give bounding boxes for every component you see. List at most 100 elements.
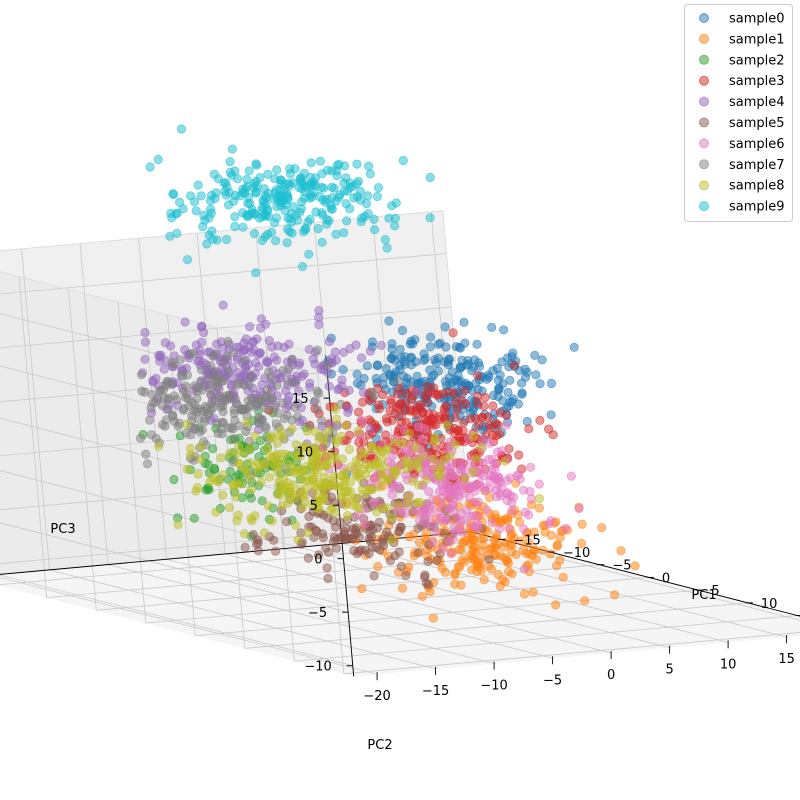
data-point-sample7 [222,394,232,404]
data-point-sample9 [332,160,342,170]
data-point-sample7 [146,403,156,413]
data-point-sample3 [483,412,493,422]
data-point-sample8 [476,442,487,452]
data-point-sample8 [366,442,376,452]
data-point-sample9 [363,161,374,171]
data-point-sample7 [260,392,271,402]
data-point-sample6 [457,460,468,470]
data-point-sample9 [425,172,435,183]
data-point-sample9 [398,155,408,166]
data-point-sample0 [569,342,579,352]
data-point-sample8 [330,404,341,414]
data-point-sample1 [456,580,466,590]
data-point-sample4 [256,314,266,324]
data-point-sample8 [499,456,510,466]
data-point-sample8 [296,485,306,495]
data-point-sample9 [168,189,178,199]
data-point-sample6 [443,491,453,501]
data-point-sample8 [320,472,330,482]
data-point-sample1 [531,554,541,565]
data-point-sample8 [450,440,460,450]
data-point-sample6 [561,523,571,534]
data-point-sample9 [225,157,235,167]
data-point-sample9 [224,187,234,198]
data-point-sample8 [324,425,334,435]
data-point-sample4 [295,358,305,368]
data-point-sample7 [273,408,283,418]
data-point-sample8 [307,459,317,469]
data-point-sample8 [239,529,250,539]
data-point-sample8 [331,437,342,448]
data-point-sample1 [457,555,468,565]
data-point-sample0 [386,353,396,363]
data-point-sample5 [323,547,334,558]
data-point-sample6 [519,524,529,534]
data-point-sample1 [534,503,545,513]
data-point-sample1 [357,584,367,594]
data-point-sample3 [472,391,483,401]
z-tick-label: −10 [304,660,331,675]
data-point-sample7 [210,367,220,377]
data-point-sample9 [249,209,259,219]
data-point-sample1 [577,519,587,529]
data-point-sample8 [246,484,256,495]
data-point-sample9 [363,209,373,219]
data-point-sample8 [354,472,365,483]
data-point-sample7 [170,359,180,369]
data-point-sample8 [342,510,353,521]
data-point-sample9 [191,206,201,216]
data-point-sample6 [444,504,454,514]
data-point-sample3 [466,414,476,424]
data-point-sample6 [360,519,370,529]
data-point-sample8 [398,438,409,448]
data-point-sample7 [192,393,202,403]
data-point-sample7 [310,396,320,406]
data-point-sample0 [362,361,372,371]
data-point-sample9 [251,187,261,197]
data-point-sample4 [314,305,324,316]
data-point-sample7 [141,449,151,459]
data-point-sample9 [357,213,367,223]
data-point-sample6 [446,549,456,559]
data-point-sample0 [425,342,435,352]
data-point-sample8 [276,449,287,459]
data-point-sample7 [312,345,322,355]
data-point-sample6 [519,564,530,574]
data-point-sample9 [244,166,254,176]
data-point-sample6 [482,505,492,515]
data-point-sample0 [546,378,557,389]
data-point-sample3 [423,388,433,399]
data-point-sample3 [415,400,425,410]
data-point-sample6 [485,476,495,486]
data-point-sample6 [491,485,501,495]
data-point-sample7 [206,360,216,371]
data-point-sample9 [208,234,218,244]
data-point-sample3 [381,430,391,440]
data-point-sample0 [397,325,408,336]
data-point-sample0 [546,410,556,420]
data-point-sample3 [486,423,496,433]
data-point-sample5 [365,536,375,547]
data-point-sample9 [297,261,308,272]
data-point-sample3 [412,410,422,420]
data-point-sample6 [368,497,379,507]
data-point-sample8 [234,458,244,468]
data-point-sample7 [290,402,300,413]
data-point-sample9 [249,229,260,239]
data-point-sample9 [372,191,382,202]
data-point-sample4 [304,344,314,354]
data-point-sample1 [507,569,517,579]
data-point-sample8 [332,414,342,424]
data-point-sample3 [394,403,404,413]
data-point-sample8 [211,507,221,517]
x-grid-floor [294,615,798,662]
data-point-sample5 [432,555,442,566]
data-point-sample6 [470,486,480,496]
legend-marker-sample4 [699,96,709,107]
data-point-sample0 [498,395,508,406]
data-point-sample9 [275,175,286,185]
data-point-sample3 [450,413,460,423]
data-point-sample7 [142,459,153,469]
data-point-sample0 [537,355,547,365]
